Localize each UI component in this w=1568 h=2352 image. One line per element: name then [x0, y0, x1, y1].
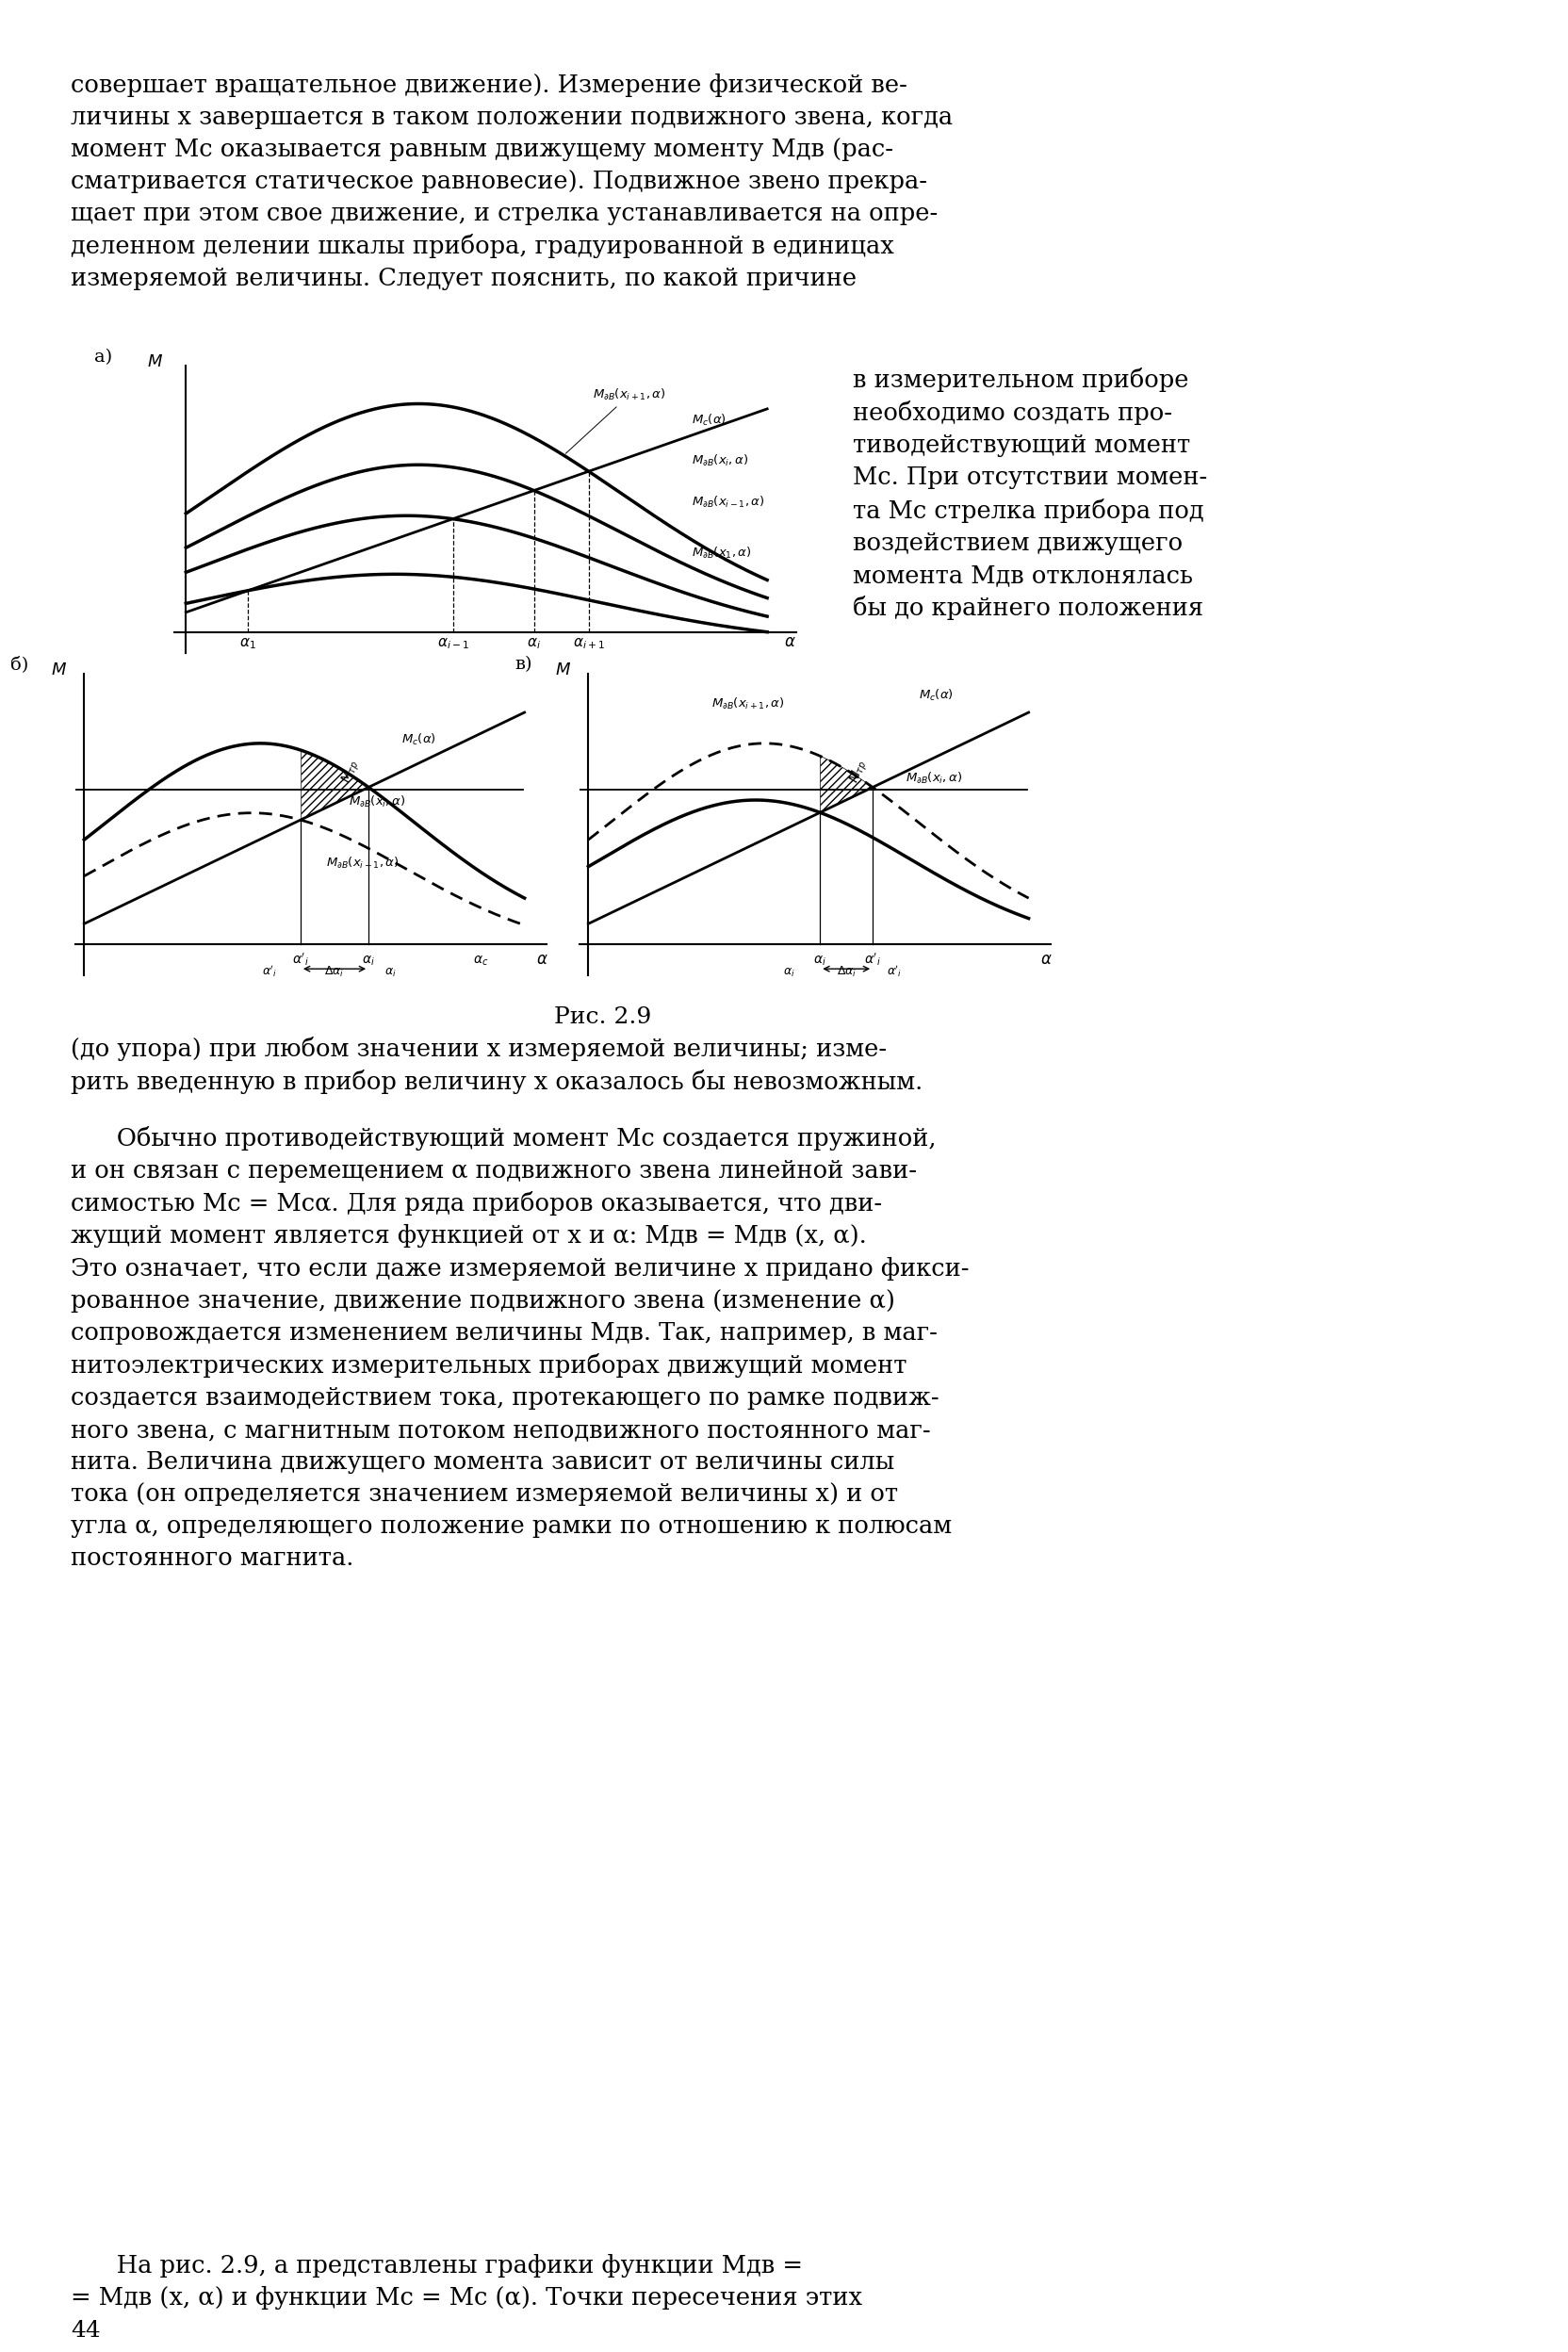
Text: Обычно противодействующий момент Mc создается пружиной,
и он связан с перемещени: Обычно противодействующий момент Mc созд…	[71, 1127, 969, 1569]
Text: $M_{\partial B}(x_{i-1},\alpha)$: $M_{\partial B}(x_{i-1},\alpha)$	[691, 494, 765, 510]
Text: $M_{\partial B}(x_1,\alpha)$: $M_{\partial B}(x_1,\alpha)$	[691, 546, 751, 560]
Text: $\Delta\alpha_i$: $\Delta\alpha_i$	[836, 964, 856, 978]
Text: б): б)	[9, 656, 28, 673]
Text: в измерительном приборе
необходимо создать про-
тиводействующий момент
Mc. При о: в измерительном приборе необходимо созда…	[853, 367, 1207, 621]
Text: $\alpha'_i$: $\alpha'_i$	[262, 964, 278, 978]
Text: $M_{\partial B}(x_i,\alpha)$: $M_{\partial B}(x_i,\alpha)$	[905, 771, 963, 786]
Text: $M$: $M$	[555, 661, 571, 680]
Text: $M_c(\alpha)$: $M_c(\alpha)$	[919, 689, 953, 703]
Text: $M_{тр}$: $M_{тр}$	[339, 757, 364, 786]
Text: $\alpha_i$: $\alpha_i$	[362, 955, 375, 967]
Text: $\alpha_i$: $\alpha_i$	[814, 955, 826, 967]
Text: $\alpha_1$: $\alpha_1$	[240, 637, 257, 652]
Text: Рис. 2.9: Рис. 2.9	[555, 1007, 652, 1028]
Text: $\Delta\alpha_i$: $\Delta\alpha_i$	[325, 964, 345, 978]
Text: $\alpha'_i$: $\alpha'_i$	[292, 950, 309, 967]
Text: $M_{\partial B}(x_{i+1},\alpha)$: $M_{\partial B}(x_{i+1},\alpha)$	[712, 696, 786, 710]
Text: $M_{\partial B}(x_{i+1},\alpha)$: $M_{\partial B}(x_{i+1},\alpha)$	[566, 388, 666, 454]
Text: $M$: $M$	[50, 661, 66, 680]
Text: $\alpha$: $\alpha$	[1040, 953, 1052, 967]
Text: $M_{\partial B}(x_{i-1},\alpha)$: $M_{\partial B}(x_{i-1},\alpha)$	[326, 856, 400, 870]
Text: совершает вращательное движение). Измерение физической ве-
личины x завершается : совершает вращательное движение). Измере…	[71, 73, 953, 292]
Text: $\alpha_{i-1}$: $\alpha_{i-1}$	[437, 637, 469, 652]
Text: $M_{\partial B}(x_i,\alpha)$: $M_{\partial B}(x_i,\alpha)$	[348, 795, 405, 809]
Text: $\alpha'_i$: $\alpha'_i$	[887, 964, 902, 978]
Text: $\alpha_c$: $\alpha_c$	[474, 955, 488, 967]
Text: $\alpha$: $\alpha$	[536, 953, 549, 967]
Text: (до упора) при любом значении x измеряемой величины; изме-
рить введенную в приб: (до упора) при любом значении x измеряем…	[71, 1037, 922, 1094]
Text: $\alpha'_i$: $\alpha'_i$	[864, 950, 881, 967]
Text: $M_c(\alpha)$: $M_c(\alpha)$	[401, 731, 436, 748]
Text: $\alpha$: $\alpha$	[784, 635, 797, 652]
Text: $\alpha_i$: $\alpha_i$	[784, 967, 795, 978]
Text: $M_{тр}$: $M_{тр}$	[847, 757, 872, 786]
Text: $M_{\partial B}(x_i,\alpha)$: $M_{\partial B}(x_i,\alpha)$	[691, 454, 748, 468]
Text: На рис. 2.9, а представлены графики функции Mдв =
= Mдв (x, α) и функции Mc = Mc: На рис. 2.9, а представлены графики функ…	[71, 2253, 862, 2310]
Text: $M_c(\alpha)$: $M_c(\alpha)$	[691, 414, 726, 428]
Text: 44: 44	[71, 2319, 100, 2343]
Text: $\alpha_i$: $\alpha_i$	[527, 637, 541, 652]
Text: а): а)	[94, 348, 113, 365]
Text: $\alpha_{i+1}$: $\alpha_{i+1}$	[572, 637, 605, 652]
Text: в): в)	[514, 656, 533, 673]
Text: $\alpha_i$: $\alpha_i$	[384, 967, 397, 978]
Text: $M$: $M$	[147, 353, 163, 372]
